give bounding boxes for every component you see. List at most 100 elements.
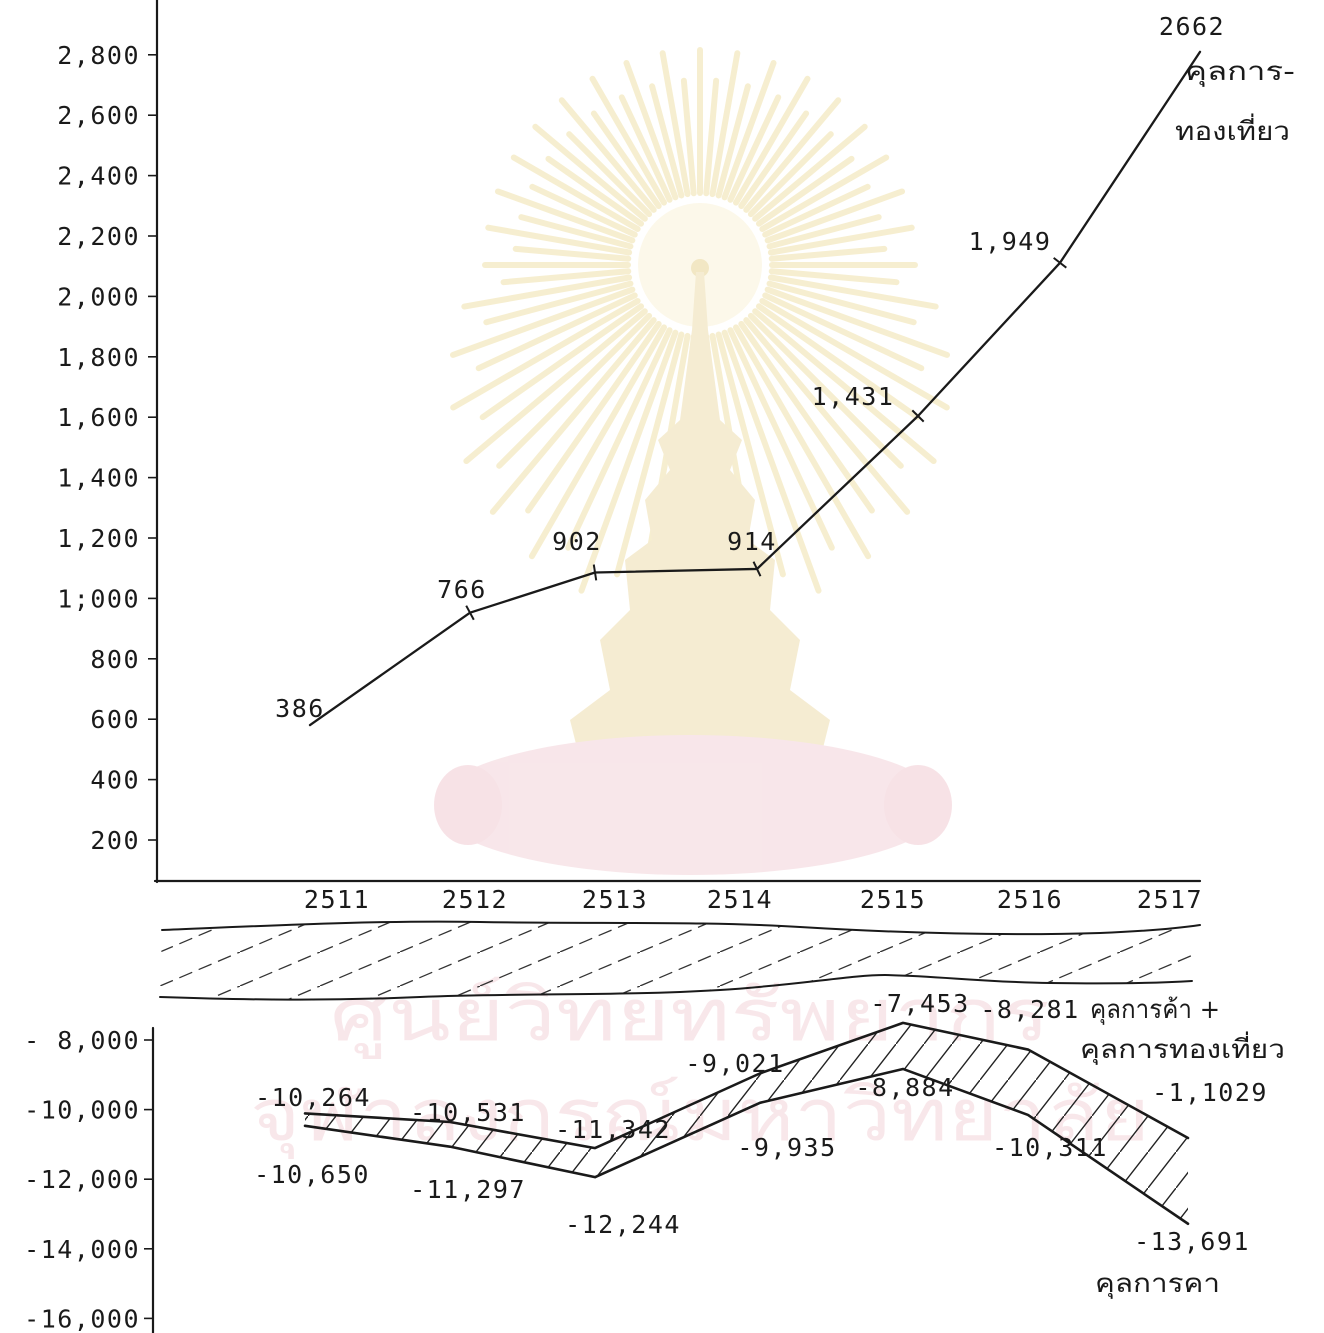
watermark-ray <box>759 154 890 232</box>
watermark-ray <box>614 331 685 578</box>
y-tick-label: -16,000 <box>24 1304 140 1333</box>
y-tick-label: -14,000 <box>24 1235 140 1264</box>
axis-break-hatch <box>160 921 1200 1000</box>
watermark-ray <box>475 292 638 372</box>
watermark-ray <box>623 59 679 201</box>
watermark-ray <box>496 312 653 469</box>
series-label-combined-line2: คุลการทองเที่ยว <box>1080 1031 1285 1065</box>
watermark-ray <box>500 268 632 286</box>
watermark-ray <box>766 280 917 326</box>
y-tick-label: 1,800 <box>57 343 140 372</box>
watermark-ray <box>532 123 648 222</box>
y-tick-label: 2,800 <box>57 41 140 70</box>
lower-y-ticks: - 8,000 -10,000 -12,000 -14,000 -16,000 <box>24 1026 153 1333</box>
watermark-ray <box>715 331 786 578</box>
y-tick-label: 2,200 <box>57 222 140 251</box>
watermark-ray <box>762 292 925 372</box>
series-label-tourism-line2: ทองเที่ยว <box>1175 113 1290 147</box>
watermark-ray <box>766 214 882 250</box>
x-tick-label: 2511 <box>304 885 370 914</box>
watermark-ray <box>510 154 641 232</box>
data-label: -10,650 <box>254 1160 370 1189</box>
y-tick-label: 1;000 <box>57 584 140 613</box>
data-label: -9,935 <box>737 1133 836 1162</box>
watermark-ray <box>489 317 657 515</box>
y-tick-label: 1,200 <box>57 524 140 553</box>
watermark-ray <box>721 59 777 201</box>
watermark-sunburst <box>449 47 951 623</box>
watermark-ray <box>545 155 645 227</box>
data-label: -13,691 <box>1134 1227 1250 1256</box>
watermark-ray <box>494 188 636 244</box>
watermark-ray <box>752 308 937 465</box>
y-tick-label: 2,000 <box>57 282 140 311</box>
data-point-mark <box>911 409 925 423</box>
data-point-mark <box>592 564 598 581</box>
watermark-ray <box>483 280 634 326</box>
watermark-ray <box>518 214 634 250</box>
between-series-hatched-area <box>305 1022 1188 1224</box>
axis-break-upper-edge <box>161 920 1201 936</box>
data-point-mark <box>752 561 762 577</box>
tourism-point-marks <box>465 257 1067 621</box>
axis-break-lower-edge <box>159 974 1193 1001</box>
lower-panel: - 8,000 -10,000 -12,000 -14,000 -16,000 -10,… <box>24 989 1285 1333</box>
x-tick-label: 2515 <box>860 885 926 914</box>
watermark-ray <box>764 188 906 244</box>
lower-data-labels: -10,264 -10,531 -11,342 -9,021 -7,453 -8,281 -… <box>254 989 1268 1256</box>
watermark-ray <box>733 324 872 560</box>
watermark-ray <box>558 97 657 213</box>
x-tick-label: 2512 <box>442 885 508 914</box>
x-tick-label: 2514 <box>707 885 773 914</box>
data-label: -1,1029 <box>1152 1078 1268 1107</box>
data-label: -10,264 <box>255 1083 371 1112</box>
data-label: 1,431 <box>812 382 895 411</box>
y-tick-label: 200 <box>90 826 140 855</box>
watermark-ray <box>768 245 888 262</box>
watermark-ray <box>759 298 950 411</box>
x-tick-label: 2513 <box>582 885 648 914</box>
data-label: -10,311 <box>992 1133 1108 1162</box>
data-label: 902 <box>552 527 602 556</box>
data-label: 766 <box>437 575 487 604</box>
watermark-ray <box>566 131 653 218</box>
watermark-ray <box>578 329 679 594</box>
watermark-ray <box>618 94 673 203</box>
data-label: -7,453 <box>870 989 969 1018</box>
watermark-ray <box>590 110 662 210</box>
watermark-ray <box>747 131 834 218</box>
watermark-base <box>435 735 945 875</box>
watermark-ray <box>743 97 842 213</box>
watermark-ray <box>528 324 667 560</box>
trade-plus-tourism-balance-line <box>303 1021 1190 1150</box>
data-point-mark <box>465 605 475 621</box>
watermark-ray <box>485 224 633 256</box>
watermark-ray <box>565 327 673 551</box>
y-tick-label: 2,400 <box>57 162 140 191</box>
data-label: 386 <box>275 694 325 723</box>
watermark-finial <box>691 259 709 277</box>
data-label: -8,884 <box>855 1073 954 1102</box>
watermark-ray <box>715 83 751 199</box>
upper-y-ticks: 2,800 2,600 2,400 2,200 2,000 1,800 1,600 1,400… <box>57 41 157 855</box>
watermark-ray <box>463 308 648 465</box>
data-label: -10,531 <box>410 1098 526 1127</box>
data-label: -8,281 <box>980 995 1079 1024</box>
watermark-ray <box>449 286 636 358</box>
y-tick-label: 1,600 <box>57 403 140 432</box>
watermark-ray <box>450 298 641 411</box>
watermark-ray <box>659 50 691 198</box>
data-label: 2662 <box>1159 12 1225 41</box>
watermark-ray <box>461 274 633 310</box>
x-tick-label: 2516 <box>997 885 1063 914</box>
watermark-ray <box>733 75 811 206</box>
y-tick-label: - 8,000 <box>24 1026 140 1055</box>
data-label: -12,244 <box>565 1210 681 1239</box>
watermark-ray <box>525 320 662 514</box>
watermark-ray <box>764 286 951 358</box>
y-tick-label: 400 <box>90 766 140 795</box>
series-label-combined-line1: คุลการค้า + <box>1090 995 1220 1025</box>
y-tick-label: 800 <box>90 645 140 674</box>
watermark-ray <box>767 224 915 256</box>
